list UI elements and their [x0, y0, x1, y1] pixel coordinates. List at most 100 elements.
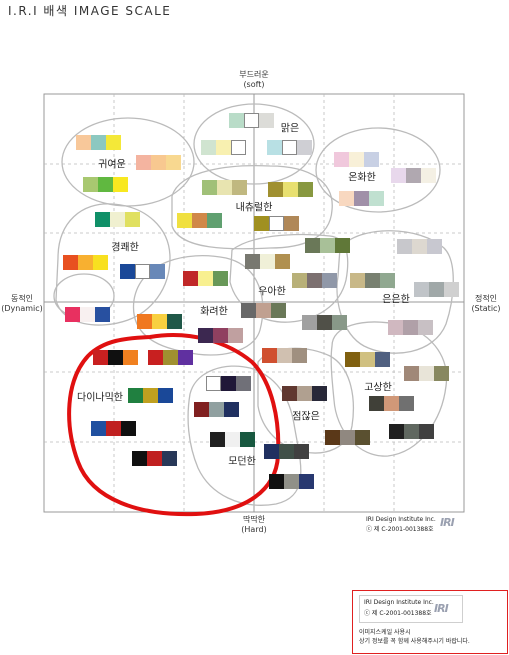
swatch-color: [221, 376, 236, 391]
swatch-color: [380, 273, 395, 288]
swatch-color: [113, 177, 128, 192]
swatch-color: [320, 238, 335, 253]
swatch-color: [282, 140, 297, 155]
swatch-color: [284, 216, 299, 231]
swatch-color: [364, 152, 379, 167]
swatch: [334, 152, 379, 167]
swatch: [404, 366, 449, 381]
swatch: [120, 264, 165, 279]
swatch: [194, 402, 239, 417]
swatch: [202, 180, 247, 195]
group-label-mild: 온화한: [348, 172, 376, 184]
axis-bottom-label: 딱딱한 (Hard): [241, 515, 267, 534]
swatch: [269, 474, 314, 489]
swatch-color: [106, 421, 121, 436]
swatch: [183, 271, 228, 286]
swatch-color: [297, 386, 312, 401]
swatch-color: [307, 273, 322, 288]
swatch-color: [202, 180, 217, 195]
notice-copyright: ⓒ 제 C-2001-001388호: [364, 610, 432, 617]
notice-line-1: 이미지스케일 사용시: [359, 629, 411, 636]
swatch: [93, 350, 138, 365]
group-label-gorgeous: 화려한: [200, 306, 228, 318]
swatch: [369, 396, 414, 411]
swatch-color: [279, 444, 294, 459]
swatch-color: [80, 307, 95, 322]
swatch-color: [91, 421, 106, 436]
swatch-color: [262, 348, 277, 363]
group-label-clear: 맑은: [280, 123, 300, 135]
swatch-color: [151, 155, 166, 170]
swatch-color: [95, 307, 110, 322]
swatch-color: [206, 376, 221, 391]
swatch-color: [135, 264, 150, 279]
swatch-color: [162, 451, 177, 466]
swatch-color: [216, 140, 231, 155]
swatch-color: [229, 113, 244, 128]
swatch: [282, 386, 327, 401]
swatch-color: [391, 168, 406, 183]
swatch-color: [322, 273, 337, 288]
swatch: [292, 273, 337, 288]
swatch-color: [283, 182, 298, 197]
swatch: [210, 432, 255, 447]
swatch-color: [183, 271, 198, 286]
swatch: [305, 238, 350, 253]
swatch-color: [158, 388, 173, 403]
group-label-modern: 모던한: [228, 456, 256, 468]
credit-institute: IRI Design Institute Inc.: [366, 516, 436, 523]
outline-clear: [193, 103, 315, 185]
swatch-color: [65, 307, 80, 322]
swatch-color: [429, 282, 444, 297]
swatch-color: [388, 320, 403, 335]
swatch-color: [389, 424, 404, 439]
swatch-color: [434, 366, 449, 381]
swatch-color: [404, 366, 419, 381]
swatch-color: [399, 396, 414, 411]
swatch: [91, 421, 136, 436]
swatch: [76, 135, 121, 150]
swatch-color: [177, 213, 192, 228]
swatch-color: [194, 402, 209, 417]
swatch-color: [421, 168, 436, 183]
swatch: [137, 314, 182, 329]
swatch-color: [123, 350, 138, 365]
swatch-color: [121, 421, 136, 436]
swatch-color: [178, 350, 193, 365]
swatch: [350, 273, 395, 288]
swatch-color: [83, 177, 98, 192]
swatch: [206, 376, 251, 391]
outline-gorgeous: [132, 255, 264, 356]
swatch-color: [125, 212, 140, 227]
swatch: [325, 430, 370, 445]
swatch: [65, 307, 110, 322]
swatch-color: [317, 315, 332, 330]
swatch-color: [419, 366, 434, 381]
swatch-color: [349, 152, 364, 167]
swatch-color: [302, 315, 317, 330]
swatch-color: [93, 350, 108, 365]
swatch-color: [444, 282, 459, 297]
swatch-color: [210, 432, 225, 447]
swatch-color: [269, 474, 284, 489]
swatch: [63, 255, 108, 270]
copyright-credit-box: IRI Design Institute Inc. ⓒ 제 C-2001-001…: [359, 595, 463, 623]
swatch-color: [339, 191, 354, 206]
swatch-color: [360, 352, 375, 367]
swatch-color: [335, 238, 350, 253]
swatch: [268, 182, 313, 197]
swatch-color: [78, 255, 93, 270]
swatch-color: [414, 282, 429, 297]
axis-top-label: 부드러운 (soft): [239, 70, 269, 89]
swatch-color: [241, 303, 256, 318]
swatch: [388, 320, 433, 335]
swatch: [177, 213, 222, 228]
swatch-color: [91, 135, 106, 150]
swatch-color: [365, 273, 380, 288]
swatch-color: [217, 180, 232, 195]
swatch-color: [244, 113, 259, 128]
swatch-color: [108, 350, 123, 365]
swatch-color: [369, 396, 384, 411]
swatch: [345, 352, 390, 367]
